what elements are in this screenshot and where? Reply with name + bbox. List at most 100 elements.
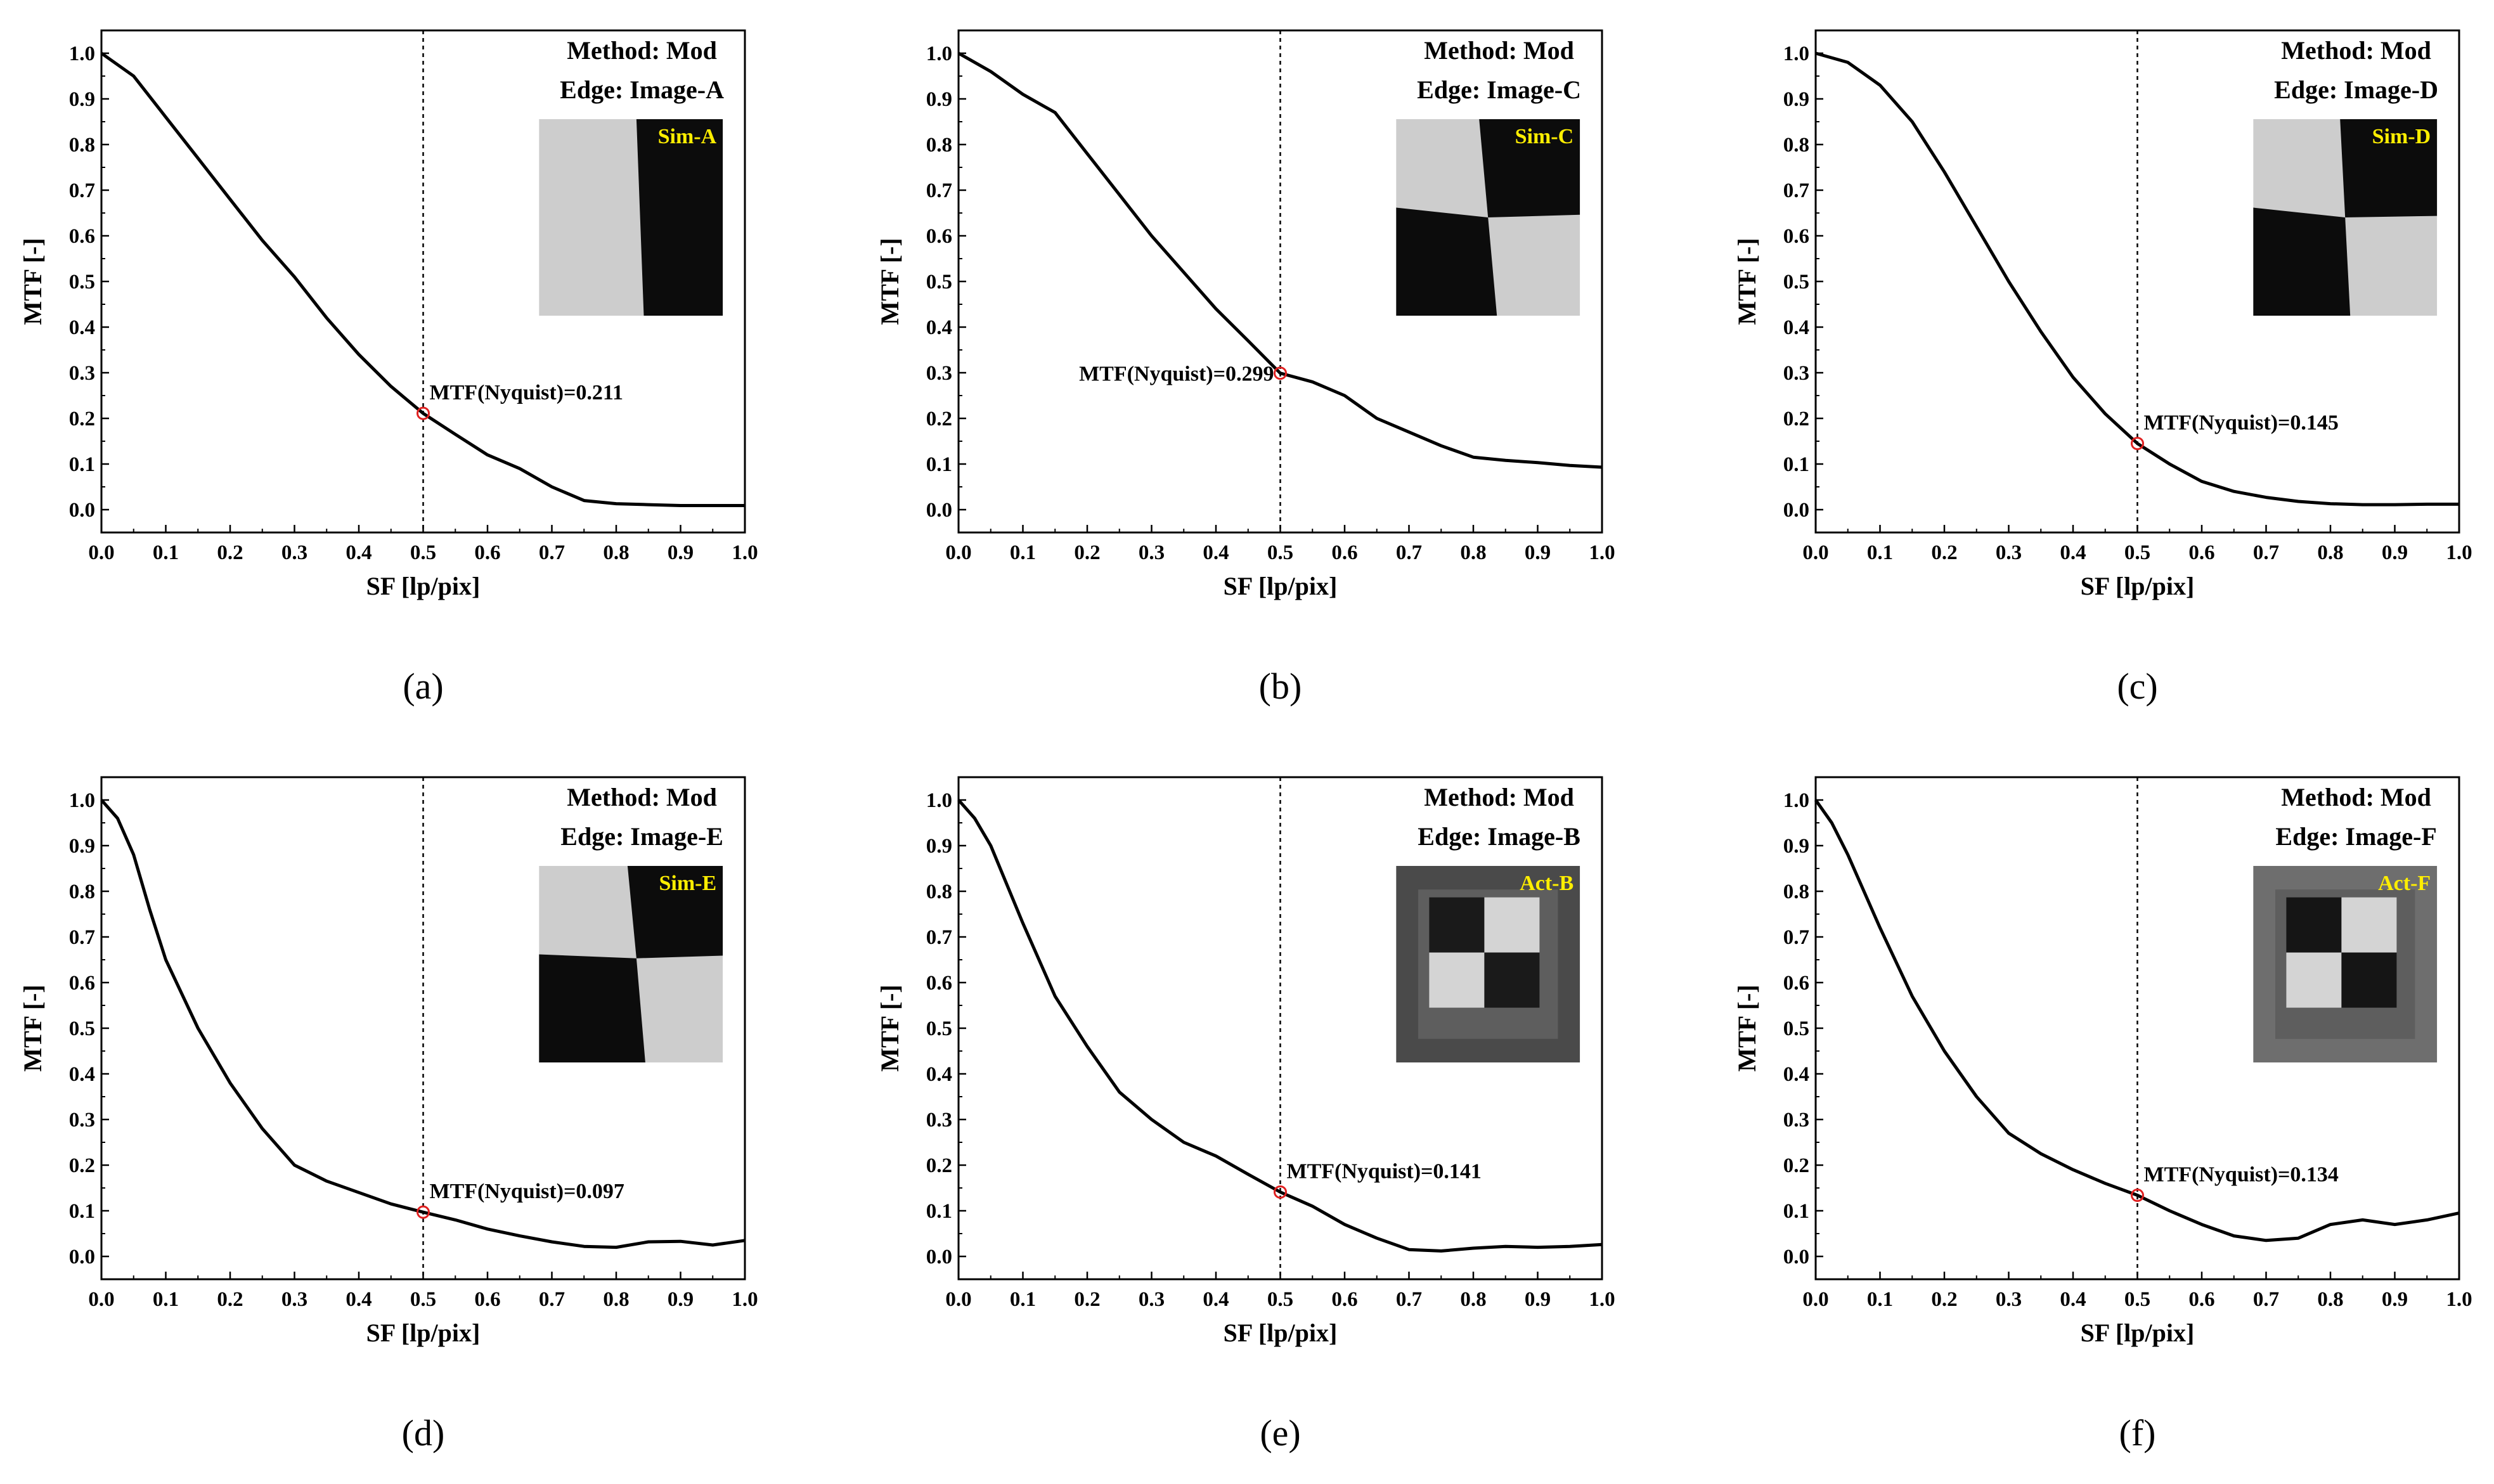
- inset-body: [539, 119, 723, 316]
- y-tick-label: 0.8: [926, 881, 952, 903]
- x-tick-label: 0.9: [668, 1288, 694, 1311]
- inset-body: [2253, 119, 2438, 316]
- y-tick-label: 0.4: [1783, 316, 1809, 339]
- method-label: Method: Mod: [2281, 36, 2431, 65]
- x-tick-label: 0.7: [1396, 1288, 1422, 1311]
- x-axis-title: SF [lp/pix]: [1224, 572, 1338, 600]
- inset-label: Act-B: [1520, 872, 1573, 895]
- y-axis-title: MTF [-]: [1733, 238, 1761, 325]
- y-tick-label: 0.7: [926, 179, 952, 202]
- nyquist-annotation: MTF(Nyquist)=0.299: [1079, 363, 1274, 386]
- x-tick-label: 0.8: [1460, 541, 1486, 564]
- x-tick-label: 0.5: [1267, 541, 1293, 564]
- y-tick-label: 0.0: [1783, 1246, 1809, 1268]
- y-tick-label: 0.8: [69, 881, 95, 903]
- y-tick-label: 0.5: [1783, 271, 1809, 294]
- y-tick-label: 0.0: [69, 499, 95, 522]
- x-tick-label: 0.4: [346, 541, 372, 564]
- y-tick-label: 0.3: [1783, 362, 1809, 385]
- y-tick-label: 0.5: [69, 271, 95, 294]
- x-tick-label: 0.6: [2188, 541, 2214, 564]
- y-tick-label: 0.7: [926, 926, 952, 949]
- y-tick-label: 0.9: [1783, 88, 1809, 111]
- x-tick-label: 0.1: [153, 541, 179, 564]
- nyquist-marker: [1274, 366, 1287, 380]
- y-tick-label: 0.9: [1783, 835, 1809, 858]
- x-tick-label: 0.5: [2124, 541, 2150, 564]
- y-tick-label: 0.9: [69, 88, 95, 111]
- y-tick-label: 0.9: [926, 88, 952, 111]
- y-tick-label: 0.6: [1783, 225, 1809, 248]
- x-tick-label: 0.9: [1525, 541, 1551, 564]
- inset-dark-quadrant: [1479, 119, 1580, 217]
- x-tick-label: 0.5: [1267, 1288, 1293, 1311]
- x-tick-label: 0.4: [1203, 1288, 1229, 1311]
- x-tick-label: 0.9: [668, 541, 694, 564]
- x-tick-label: 0.2: [1074, 1288, 1100, 1311]
- inset-label: Sim-C: [1515, 125, 1574, 148]
- method-label: Method: Mod: [1424, 783, 1574, 811]
- y-axis-title: MTF [-]: [875, 984, 904, 1071]
- inset-image: [2253, 866, 2438, 1062]
- y-tick-label: 0.8: [1783, 881, 1809, 903]
- edge-label: Edge: Image-A: [560, 75, 724, 104]
- x-tick-label: 0.4: [1203, 541, 1229, 564]
- y-tick-label: 0.7: [1783, 179, 1809, 202]
- x-tick-label: 0.7: [539, 541, 565, 564]
- inset-check-square: [1484, 952, 1540, 1008]
- y-tick-label: 0.7: [69, 926, 95, 949]
- x-tick-label: 0.5: [2124, 1288, 2150, 1311]
- mtf-series-line: [957, 51, 1603, 469]
- inset-label: Sim-E: [659, 872, 717, 895]
- inset-dark-quadrant: [1396, 207, 1497, 316]
- inset-check-square: [2341, 952, 2397, 1008]
- y-tick-label: 0.9: [69, 835, 95, 858]
- x-axis-title: SF [lp/pix]: [2081, 572, 2195, 600]
- nyquist-marker: [1274, 1185, 1287, 1199]
- y-tick-label: 0.4: [926, 316, 952, 339]
- y-tick-label: 0.6: [1783, 972, 1809, 995]
- y-tick-label: 0.1: [926, 453, 952, 476]
- x-tick-label: 0.0: [945, 1288, 971, 1311]
- y-tick-label: 0.2: [926, 1154, 952, 1177]
- y-tick-label: 0.2: [69, 1154, 95, 1177]
- y-tick-label: 1.0: [1783, 789, 1809, 812]
- x-axis-title: SF [lp/pix]: [366, 572, 481, 600]
- inset-check-square: [2341, 897, 2397, 953]
- nyquist-annotation: MTF(Nyquist)=0.141: [1287, 1159, 1482, 1183]
- y-tick-label: 0.6: [69, 225, 95, 248]
- y-tick-label: 0.0: [926, 1246, 952, 1268]
- x-tick-label: 0.6: [474, 1288, 500, 1311]
- y-tick-label: 1.0: [926, 42, 952, 65]
- x-tick-label: 0.6: [2188, 1288, 2214, 1311]
- inset-image: [1396, 866, 1580, 1062]
- panel-caption: (a): [403, 666, 443, 707]
- nyquist-marker: [2131, 437, 2144, 451]
- inset-image: [539, 119, 723, 316]
- x-tick-label: 0.9: [2382, 1288, 2408, 1311]
- x-tick-label: 0.6: [1331, 541, 1357, 564]
- method-label: Method: Mod: [1424, 36, 1574, 65]
- x-tick-label: 0.3: [281, 541, 307, 564]
- x-tick-label: 1.0: [2446, 1288, 2472, 1311]
- y-axis-title: MTF [-]: [18, 238, 47, 325]
- mtf-series-line: [957, 799, 1603, 1253]
- y-tick-label: 0.5: [926, 1017, 952, 1040]
- inset-dark-region: [636, 119, 723, 316]
- chart-panel: 0.0 0.1 0.2 0.3 0.4 0.5 0.6 0.7 0.8 0.9 1.0 0.0 0.1 0…: [1733, 776, 2472, 1454]
- y-axis-title: MTF [-]: [1733, 984, 1761, 1071]
- inset-label: Sim-D: [2372, 125, 2431, 148]
- nyquist-marker: [417, 1205, 430, 1219]
- y-tick-label: 0.9: [926, 835, 952, 858]
- edge-label: Edge: Image-B: [1418, 822, 1580, 851]
- nyquist-annotation: MTF(Nyquist)=0.134: [2144, 1163, 2339, 1187]
- inset-image: [1396, 119, 1580, 316]
- y-tick-label: 0.8: [69, 134, 95, 157]
- x-tick-label: 1.0: [1589, 541, 1615, 564]
- x-tick-label: 0.0: [88, 1288, 114, 1311]
- inset-body: [2253, 866, 2438, 1062]
- x-tick-label: 0.2: [1931, 541, 1957, 564]
- inset-body: [1396, 866, 1580, 1062]
- mtf-series-line: [1815, 51, 2459, 506]
